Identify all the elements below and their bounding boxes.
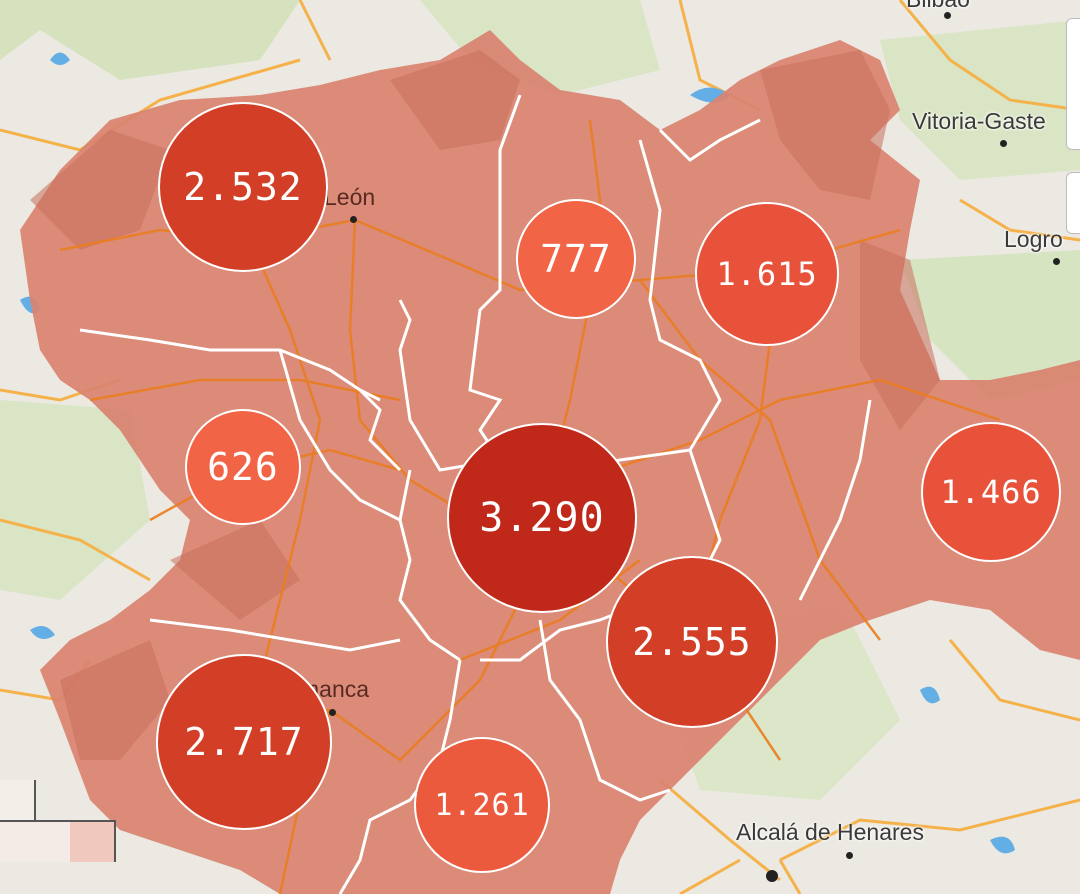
green-area <box>0 0 300 80</box>
place-label-logrono: Logro <box>1004 226 1063 252</box>
city-dot-madrid <box>766 870 778 882</box>
city-dot-salamanca <box>329 709 336 716</box>
bubble-value: 1.615 <box>716 255 818 293</box>
city-dot-vitoria <box>1000 140 1007 147</box>
green-area <box>900 250 1080 400</box>
legend-swatch <box>0 780 36 820</box>
bubble-segovia[interactable]: 2.555 <box>606 556 778 728</box>
city-dot-bilbao <box>944 12 951 19</box>
bubble-leon[interactable]: 2.532 <box>158 102 328 272</box>
bubble-value: 1.466 <box>940 473 1042 511</box>
bubble-salamanca[interactable]: 2.717 <box>156 654 332 830</box>
city-dot-logrono <box>1053 258 1060 265</box>
city-dot-alcala <box>846 852 853 859</box>
green-area <box>0 400 150 600</box>
bubble-burgos[interactable]: 1.615 <box>695 202 839 346</box>
bubble-value: 3.290 <box>479 495 605 541</box>
legend-swatch <box>0 820 70 862</box>
bubble-soria[interactable]: 1.466 <box>921 422 1061 562</box>
bubble-value: 626 <box>207 445 279 489</box>
legend-swatch <box>70 820 116 862</box>
bubble-value: 777 <box>540 237 612 281</box>
place-label-vitoria: Vitoria-Gaste <box>912 108 1046 134</box>
bubble-avila[interactable]: 1.261 <box>414 737 550 873</box>
green-area <box>880 20 1080 180</box>
map-control-button[interactable] <box>1066 172 1080 234</box>
place-label-alcala: Alcalá de Henares <box>736 819 924 845</box>
map-control-button[interactable] <box>1066 18 1080 150</box>
bubble-value: 1.261 <box>434 787 530 823</box>
relief <box>30 50 940 760</box>
place-label-bilbao: Bilbao <box>906 0 970 13</box>
bubble-value: 2.532 <box>183 165 303 209</box>
bubble-value: 2.555 <box>632 620 752 664</box>
bubble-valladolid[interactable]: 3.290 <box>447 423 637 613</box>
bubble-palencia[interactable]: 777 <box>516 199 636 319</box>
green-area <box>420 0 660 95</box>
bubble-value: 2.717 <box>184 720 304 764</box>
bubble-zamora[interactable]: 626 <box>185 409 301 525</box>
city-dot-leon <box>350 216 357 223</box>
place-label-leon: León <box>324 184 376 210</box>
